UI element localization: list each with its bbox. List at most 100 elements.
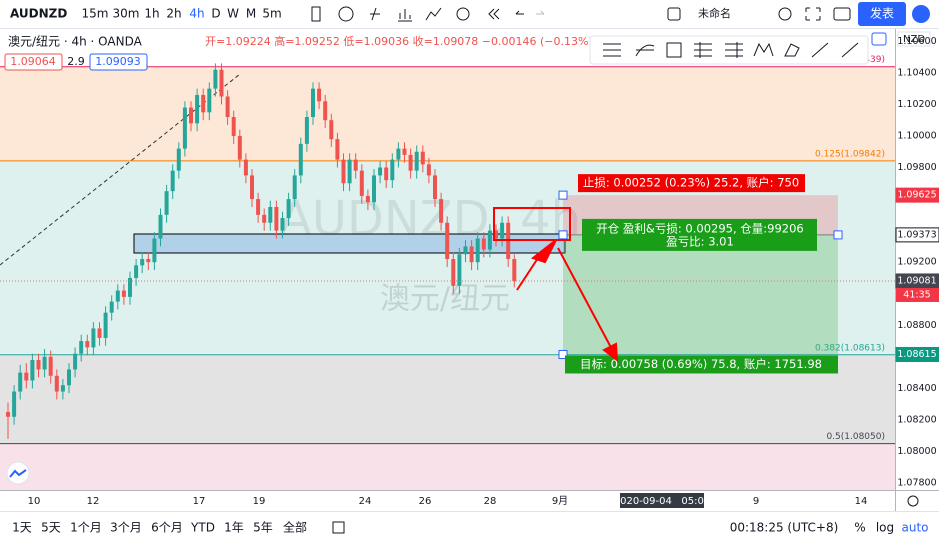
candle-body	[182, 107, 187, 149]
ask-box[interactable]	[89, 53, 148, 71]
tool-polygon[interactable]	[784, 43, 800, 57]
tool-pattern[interactable]	[753, 42, 774, 57]
candle-body	[109, 301, 114, 313]
interval[interactable]: 30m	[113, 7, 140, 21]
icon-fx[interactable]	[370, 7, 380, 21]
tool-lines[interactable]	[603, 43, 621, 57]
tool-rect[interactable]	[666, 42, 682, 58]
fib-band	[0, 443, 895, 490]
icon-add[interactable]	[338, 6, 354, 22]
tool-ray[interactable]	[811, 42, 829, 58]
range-button[interactable]: 5年	[253, 521, 273, 535]
candle-body	[286, 199, 291, 219]
scale-option[interactable]: log	[876, 521, 894, 535]
icon-undo[interactable]	[515, 10, 524, 15]
icon-candle[interactable]	[311, 6, 321, 22]
tool-fib[interactable]	[694, 42, 712, 58]
candle-body	[262, 214, 267, 223]
range-button[interactable]: 6个月	[151, 521, 183, 535]
interval[interactable]: 4h	[189, 7, 204, 21]
candle-body	[128, 277, 132, 297]
candle-body	[103, 312, 108, 338]
range-button[interactable]: 1年	[224, 521, 244, 535]
icon-template[interactable]	[398, 9, 412, 22]
candle-body	[6, 412, 10, 417]
tool-trend[interactable]	[841, 42, 859, 58]
candle-body	[42, 356, 47, 370]
candle-body	[335, 139, 340, 160]
symbol[interactable]: AUDNZD	[10, 7, 67, 21]
price-tag-label: 1.09081	[897, 275, 936, 286]
price-tag-label: 1.09373	[897, 229, 936, 240]
candle-body	[378, 167, 383, 176]
candle-body	[481, 238, 486, 250]
price-tag-label: 1.08615	[897, 349, 936, 360]
handle[interactable]	[833, 230, 843, 240]
price-tag-label: 1.09625	[897, 190, 936, 201]
x-tick-label: 14	[855, 496, 868, 507]
publish-button[interactable]	[858, 2, 906, 26]
interval[interactable]: 15m	[82, 7, 109, 21]
candle-body	[292, 175, 297, 200]
interval[interactable]: D	[211, 7, 220, 21]
entry-label: 开仓 盈利&亏损: 0.00295, 仓量:99206	[596, 221, 803, 235]
candle-body	[225, 96, 230, 118]
candle-body	[18, 372, 23, 392]
candle-body	[433, 175, 437, 200]
interval[interactable]: M	[246, 7, 256, 21]
icon-fullscreen[interactable]	[805, 7, 821, 21]
price-tag	[895, 346, 939, 362]
icon-indicators[interactable]	[425, 7, 442, 21]
candle-body	[54, 375, 59, 392]
candle-body	[243, 159, 248, 176]
y-tick-label: 1.10600	[897, 36, 936, 47]
candle-body	[207, 88, 212, 113]
crosshair-time-box	[620, 493, 704, 508]
icon-redo[interactable]	[536, 10, 545, 15]
scale-option[interactable]: auto	[901, 521, 928, 535]
toggle[interactable]	[871, 32, 887, 46]
candle-body	[36, 359, 41, 370]
handle[interactable]	[558, 190, 568, 200]
y-tick-label: 1.08800	[897, 320, 936, 331]
fib-label: 0.5(1.08050)	[826, 432, 885, 442]
bid-box[interactable]	[4, 53, 63, 71]
range-button[interactable]: 1个月	[70, 521, 102, 535]
candle-body	[280, 218, 285, 231]
interval[interactable]: W	[227, 7, 239, 21]
candle-body	[91, 328, 96, 348]
handle[interactable]	[558, 349, 568, 359]
icon-settings[interactable]	[778, 7, 792, 21]
icon-goto[interactable]	[332, 521, 345, 534]
range-button[interactable]: 1天	[12, 521, 32, 535]
range-button[interactable]: YTD	[190, 521, 215, 535]
candle-body	[494, 230, 498, 239]
icon-checkbox[interactable]	[667, 7, 681, 21]
range-button[interactable]: 全部	[283, 520, 307, 535]
range-button[interactable]: 3个月	[110, 521, 142, 535]
candle-body	[439, 199, 444, 223]
candle-body	[12, 391, 17, 417]
handle[interactable]	[558, 230, 568, 240]
icon-snapshot[interactable]	[833, 7, 851, 21]
axis-settings[interactable]	[907, 495, 919, 507]
scale-option[interactable]: %	[854, 521, 865, 535]
candle-body	[414, 151, 419, 171]
candle-body	[195, 94, 200, 124]
tool-range[interactable]	[725, 42, 743, 58]
interval[interactable]: 5m	[262, 7, 281, 21]
icon-alert[interactable]	[456, 7, 470, 21]
currency-box	[897, 31, 931, 47]
candle-body	[469, 246, 474, 263]
candle-body	[512, 259, 517, 282]
tool-curve[interactable]	[635, 44, 655, 57]
x-tick-label: 17	[193, 496, 206, 507]
range-button[interactable]: 5天	[41, 521, 61, 535]
icon-replay[interactable]	[488, 8, 500, 20]
interval[interactable]: 1h	[144, 7, 159, 21]
layout-name[interactable]: 未命名	[698, 6, 731, 20]
interval[interactable]: 2h	[166, 7, 181, 21]
play-button[interactable]	[912, 5, 930, 23]
candle-body	[311, 88, 315, 118]
clock: 00:18:25 (UTC+8)	[730, 521, 839, 535]
